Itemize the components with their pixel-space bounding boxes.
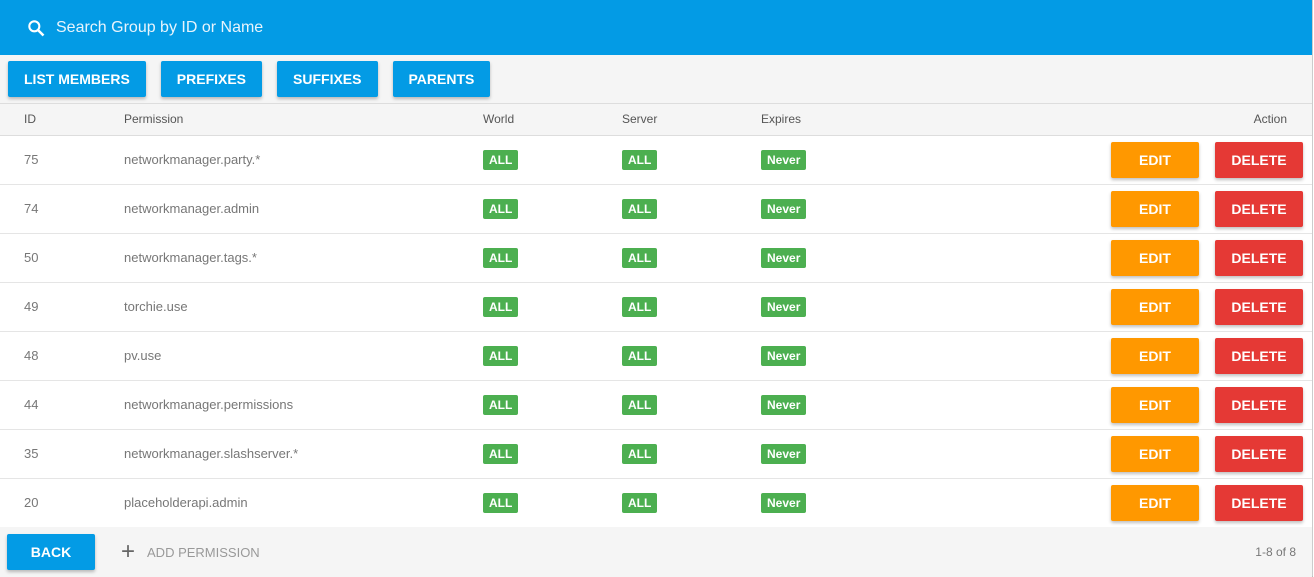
expires-badge: Never (761, 394, 807, 415)
expires-badge: Never (761, 345, 807, 366)
edit-button[interactable]: EDIT (1111, 435, 1199, 472)
delete-button[interactable]: DELETE (1215, 141, 1303, 178)
row-permission: torchie.use (124, 282, 483, 332)
row-id: 44 (0, 380, 124, 430)
delete-button[interactable]: DELETE (1215, 190, 1303, 227)
prefixes-button[interactable]: PREFIXES (160, 61, 263, 97)
expires-badge: Never (761, 198, 807, 219)
world-badge: ALL (483, 296, 519, 317)
row-id: 50 (0, 233, 124, 283)
suffixes-button[interactable]: SUFFIXES (277, 61, 378, 97)
row-id: 49 (0, 282, 124, 332)
row-permission: networkmanager.slashserver.* (124, 429, 483, 479)
world-badge: ALL (483, 149, 519, 170)
delete-button[interactable]: DELETE (1215, 288, 1303, 325)
server-badge: ALL (622, 492, 658, 513)
server-badge: ALL (622, 345, 658, 366)
table-row: 74 networkmanager.admin ALL ALL Never ED… (0, 184, 1312, 234)
delete-button[interactable]: DELETE (1215, 337, 1303, 374)
table-header: ID Permission World Server Expires Actio… (0, 104, 1312, 136)
parents-button[interactable]: PARENTS (392, 61, 491, 97)
delete-button[interactable]: DELETE (1215, 386, 1303, 423)
col-expires: Expires (761, 104, 857, 136)
edit-button[interactable]: EDIT (1111, 239, 1199, 276)
permissions-table: ID Permission World Server Expires Actio… (0, 104, 1312, 528)
edit-button[interactable]: EDIT (1111, 337, 1199, 374)
add-permission-button[interactable]: + ADD PERMISSION (121, 540, 260, 564)
col-permission: Permission (124, 104, 483, 136)
expires-badge: Never (761, 296, 807, 317)
row-permission: pv.use (124, 331, 483, 381)
server-badge: ALL (622, 247, 658, 268)
table-row: 35 networkmanager.slashserver.* ALL ALL … (0, 429, 1312, 479)
server-badge: ALL (622, 198, 658, 219)
row-id: 74 (0, 184, 124, 234)
pagination-info: 1-8 of 8 (1255, 545, 1296, 559)
row-permission: networkmanager.permissions (124, 380, 483, 430)
edit-button[interactable]: EDIT (1111, 190, 1199, 227)
add-permission-label: ADD PERMISSION (147, 544, 260, 560)
col-id: ID (0, 104, 124, 136)
world-badge: ALL (483, 198, 519, 219)
expires-badge: Never (761, 492, 807, 513)
delete-button[interactable]: DELETE (1215, 484, 1303, 521)
table-row: 48 pv.use ALL ALL Never EDIT DELETE (0, 331, 1312, 381)
server-badge: ALL (622, 149, 658, 170)
table-row: 44 networkmanager.permissions ALL ALL Ne… (0, 380, 1312, 430)
world-badge: ALL (483, 492, 519, 513)
expires-badge: Never (761, 149, 807, 170)
edit-button[interactable]: EDIT (1111, 141, 1199, 178)
table-row: 49 torchie.use ALL ALL Never EDIT DELETE (0, 282, 1312, 332)
row-id: 75 (0, 135, 124, 185)
delete-button[interactable]: DELETE (1215, 239, 1303, 276)
delete-button[interactable]: DELETE (1215, 435, 1303, 472)
server-badge: ALL (622, 394, 658, 415)
table-row: 50 networkmanager.tags.* ALL ALL Never E… (0, 233, 1312, 283)
table-row: 75 networkmanager.party.* ALL ALL Never … (0, 135, 1312, 185)
world-badge: ALL (483, 247, 519, 268)
col-action: Action (856, 104, 1312, 136)
col-server: Server (622, 104, 761, 136)
server-badge: ALL (622, 443, 658, 464)
search-input[interactable] (56, 18, 656, 37)
col-world: World (483, 104, 622, 136)
back-button[interactable]: BACK (7, 534, 95, 570)
plus-icon: + (121, 538, 136, 565)
footer: BACK + ADD PERMISSION 1-8 of 8 (0, 527, 1312, 577)
edit-button[interactable]: EDIT (1111, 484, 1199, 521)
row-permission: networkmanager.party.* (124, 135, 483, 185)
row-id: 48 (0, 331, 124, 381)
list-members-button[interactable]: LIST MEMBERS (8, 61, 146, 97)
world-badge: ALL (483, 394, 519, 415)
world-badge: ALL (483, 345, 519, 366)
row-id: 35 (0, 429, 124, 479)
expires-badge: Never (761, 247, 807, 268)
world-badge: ALL (483, 443, 519, 464)
edit-button[interactable]: EDIT (1111, 386, 1199, 423)
row-id: 20 (0, 478, 124, 528)
edit-button[interactable]: EDIT (1111, 288, 1199, 325)
row-permission: networkmanager.tags.* (124, 233, 483, 283)
row-permission: networkmanager.admin (124, 184, 483, 234)
expires-badge: Never (761, 443, 807, 464)
table-row: 20 placeholderapi.admin ALL ALL Never ED… (0, 478, 1312, 528)
search-icon (28, 19, 45, 36)
server-badge: ALL (622, 296, 658, 317)
row-permission: placeholderapi.admin (124, 478, 483, 528)
search-bar (0, 0, 1312, 55)
toolbar: LIST MEMBERS PREFIXES SUFFIXES PARENTS (0, 55, 1312, 104)
